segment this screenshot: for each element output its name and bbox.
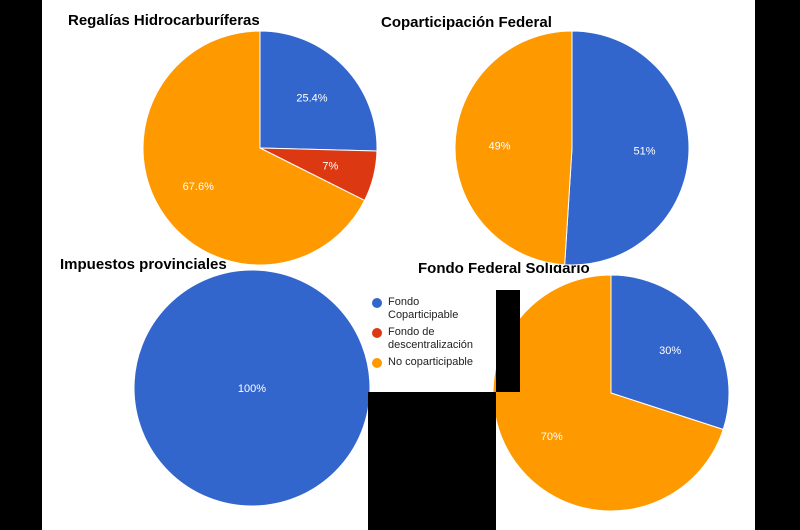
legend-swatch-blue: [372, 298, 382, 308]
pie-slice: [454, 30, 573, 266]
legend-label: Fondo Coparticipable: [388, 296, 459, 321]
chart-title-regalias: Regalías Hidrocarburíferas: [68, 12, 260, 29]
pie-slice: [610, 274, 730, 431]
pie-slice-label: 100%: [238, 383, 266, 395]
pie-slice: [564, 30, 690, 266]
legend: Fondo Coparticipable Fondo de descentral…: [372, 296, 522, 373]
pie-slice-label: 70%: [541, 431, 563, 443]
crop-mask: [496, 290, 520, 392]
pie-slice-label: 7%: [322, 161, 338, 173]
legend-item-fondo-coparticipable: Fondo Coparticipable: [372, 296, 522, 322]
chart-title-fondo-solidario: Fondo Federal Solidario: [418, 260, 590, 277]
pie-slice-label: 67.6%: [183, 181, 214, 193]
pie-slice: [492, 274, 724, 512]
legend-label: No coparticipable: [388, 356, 473, 368]
chart-title-impuestos: Impuestos provinciales: [60, 256, 227, 273]
legend-swatch-orange: [372, 358, 382, 368]
pie-slice: [142, 30, 366, 266]
pie-slice: [259, 30, 378, 152]
chart-title-coparticipacion: Coparticipación Federal: [381, 14, 552, 31]
pie-slice-label: 25.4%: [296, 92, 327, 104]
legend-swatch-red: [372, 328, 382, 338]
pie-slice: [133, 269, 371, 507]
pie-slice-label: 49%: [488, 141, 510, 153]
legend-label: Fondo de descentralización: [388, 326, 473, 351]
pie-slice-label: 30%: [659, 345, 681, 357]
pie-slice-label: 51%: [633, 145, 655, 157]
crop-mask: [368, 392, 496, 530]
legend-item-fondo-descentralizacion: Fondo de descentralización: [372, 326, 522, 352]
legend-item-no-coparticipable: No coparticipable: [372, 356, 522, 369]
